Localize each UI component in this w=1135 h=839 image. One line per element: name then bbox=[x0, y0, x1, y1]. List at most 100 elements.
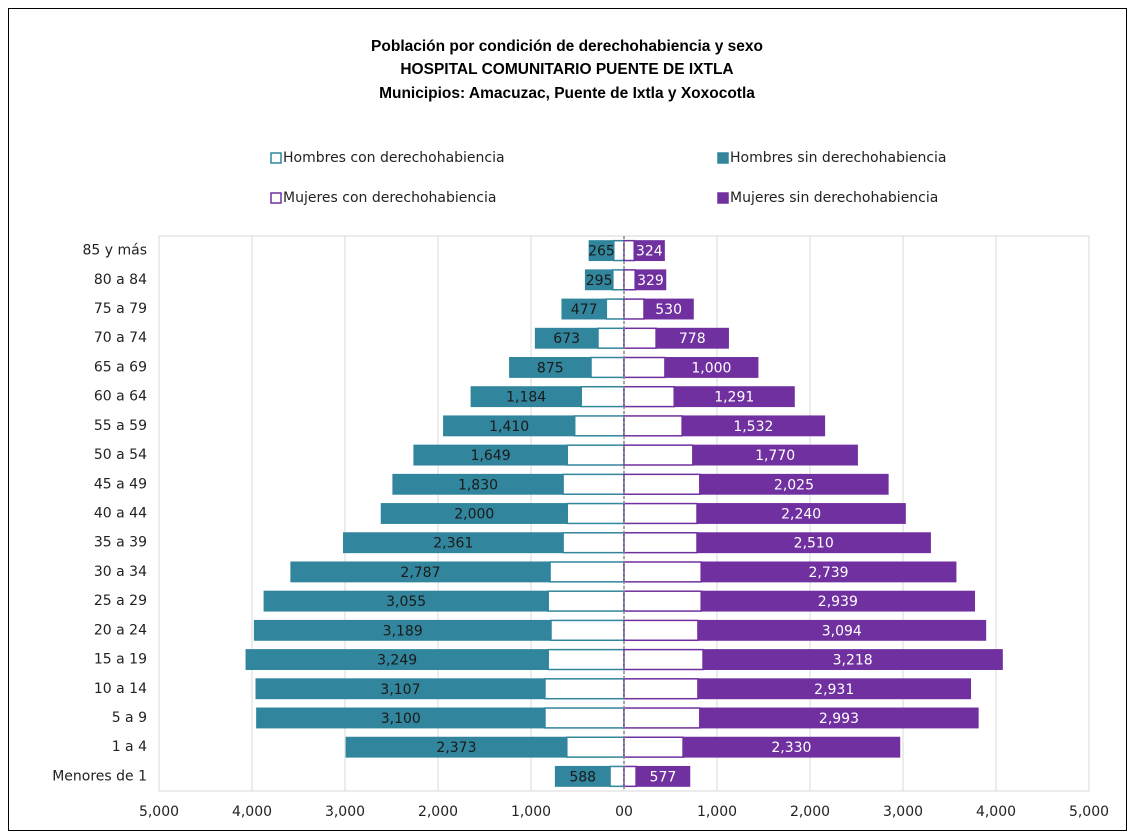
bar-segment bbox=[613, 239, 625, 262]
data-label: 3,249 bbox=[377, 653, 417, 669]
y-tick-label: 1 a 4 bbox=[112, 739, 147, 755]
y-tick-label: 25 a 29 bbox=[94, 593, 147, 609]
bar-segment bbox=[623, 648, 704, 671]
bar-segment bbox=[566, 444, 625, 466]
y-tick-label: 20 a 24 bbox=[94, 622, 147, 638]
x-tick-label: 1,000 bbox=[697, 804, 737, 820]
legend-marker bbox=[270, 192, 282, 204]
bar-segment bbox=[623, 765, 637, 788]
data-label: 2,025 bbox=[774, 477, 814, 493]
bar-segment bbox=[562, 473, 625, 495]
y-tick-label: 30 a 34 bbox=[94, 564, 147, 580]
y-tick-label: 70 a 74 bbox=[94, 330, 147, 346]
bar-segment bbox=[580, 385, 625, 408]
data-label: 2,240 bbox=[781, 507, 821, 523]
x-tick-label: 00 bbox=[615, 804, 633, 820]
data-label: 3,107 bbox=[380, 682, 420, 698]
bar-segment bbox=[623, 619, 699, 642]
bar-segment bbox=[547, 590, 625, 612]
bar-segment bbox=[623, 298, 645, 320]
data-label: 1,649 bbox=[471, 448, 511, 464]
bar-segment bbox=[597, 327, 625, 349]
y-tick-label: Menores de 1 bbox=[52, 768, 147, 784]
x-tick-label: 2,000 bbox=[418, 804, 458, 820]
y-tick-label: 5 a 9 bbox=[112, 710, 147, 726]
data-label: 324 bbox=[636, 244, 663, 260]
y-tick-label: 50 a 54 bbox=[94, 447, 147, 463]
y-tick-label: 35 a 39 bbox=[94, 535, 147, 551]
data-label: 778 bbox=[679, 331, 706, 347]
x-tick-label: 2,000 bbox=[790, 804, 830, 820]
bar-segment bbox=[623, 444, 694, 466]
bar-segment bbox=[623, 269, 636, 291]
legend-marker bbox=[270, 152, 282, 164]
data-label: 1,291 bbox=[714, 390, 754, 406]
x-tick-label: 3,000 bbox=[883, 804, 923, 820]
data-label: 295 bbox=[586, 273, 613, 289]
data-label: 329 bbox=[637, 273, 664, 289]
legend-marker bbox=[717, 152, 729, 164]
data-label: 3,055 bbox=[386, 594, 426, 610]
bar-segment bbox=[566, 736, 625, 758]
bar-segment bbox=[544, 707, 625, 729]
data-label: 2,939 bbox=[818, 594, 858, 610]
data-label: 2,510 bbox=[794, 536, 834, 552]
bar-segment bbox=[550, 619, 625, 642]
bar-segment bbox=[623, 707, 701, 729]
data-label: 875 bbox=[537, 360, 564, 376]
data-label: 2,993 bbox=[819, 711, 859, 727]
data-label: 3,218 bbox=[833, 653, 873, 669]
bar-segment bbox=[573, 415, 625, 437]
legend-label: Hombres sin derechohabiencia bbox=[730, 150, 947, 166]
bar-segment bbox=[623, 385, 675, 408]
x-tick-label: 1,000 bbox=[511, 804, 551, 820]
bar-segment bbox=[562, 532, 625, 554]
bar-segment bbox=[605, 298, 625, 320]
data-label: 588 bbox=[569, 769, 596, 785]
data-label: 1,770 bbox=[755, 448, 795, 464]
data-label: 1,184 bbox=[506, 390, 546, 406]
bar-segment bbox=[623, 415, 683, 437]
bar-segment bbox=[623, 473, 701, 495]
bar-segment bbox=[623, 356, 666, 379]
bar-segment bbox=[623, 590, 702, 612]
y-tick-label: 10 a 14 bbox=[94, 681, 147, 697]
data-label: 477 bbox=[571, 302, 598, 318]
y-tick-label: 85 y más bbox=[82, 243, 147, 259]
bar-segment bbox=[623, 678, 699, 700]
bar-segment bbox=[547, 648, 625, 671]
bar-segment bbox=[566, 502, 625, 525]
data-label: 1,532 bbox=[733, 419, 773, 435]
data-label: 2,361 bbox=[433, 536, 473, 552]
x-tick-label: 5,000 bbox=[139, 804, 179, 820]
data-label: 3,100 bbox=[381, 711, 421, 727]
data-label: 2,931 bbox=[814, 682, 854, 698]
y-tick-label: 60 a 64 bbox=[94, 389, 147, 405]
y-tick-label: 55 a 59 bbox=[94, 418, 147, 434]
data-label: 2,739 bbox=[809, 565, 849, 581]
data-label: 2,373 bbox=[436, 740, 476, 756]
bar-segment bbox=[623, 327, 657, 349]
bar-segment bbox=[623, 561, 702, 583]
bar-segment bbox=[590, 356, 625, 379]
x-tick-label: 4,000 bbox=[976, 804, 1016, 820]
chart-title: Población por condición de derechohabien… bbox=[371, 38, 763, 55]
y-tick-label: 40 a 44 bbox=[94, 506, 147, 522]
x-tick-label: 3,000 bbox=[325, 804, 365, 820]
data-label: 673 bbox=[553, 331, 580, 347]
data-label: 1,410 bbox=[489, 419, 529, 435]
data-label: 1,000 bbox=[691, 360, 731, 376]
bar-segment bbox=[544, 678, 625, 700]
legend-label: Mujeres sin derechohabiencia bbox=[730, 190, 938, 206]
y-tick-label: 65 a 69 bbox=[94, 359, 147, 375]
data-label: 3,094 bbox=[822, 623, 862, 639]
legend-marker bbox=[717, 192, 729, 204]
x-tick-label: 4,000 bbox=[232, 804, 272, 820]
data-label: 2,000 bbox=[454, 507, 494, 523]
data-label: 3,189 bbox=[383, 623, 423, 639]
y-tick-label: 80 a 84 bbox=[94, 272, 147, 288]
data-label: 530 bbox=[655, 302, 682, 318]
bar-segment bbox=[549, 561, 625, 583]
data-label: 2,787 bbox=[400, 565, 440, 581]
